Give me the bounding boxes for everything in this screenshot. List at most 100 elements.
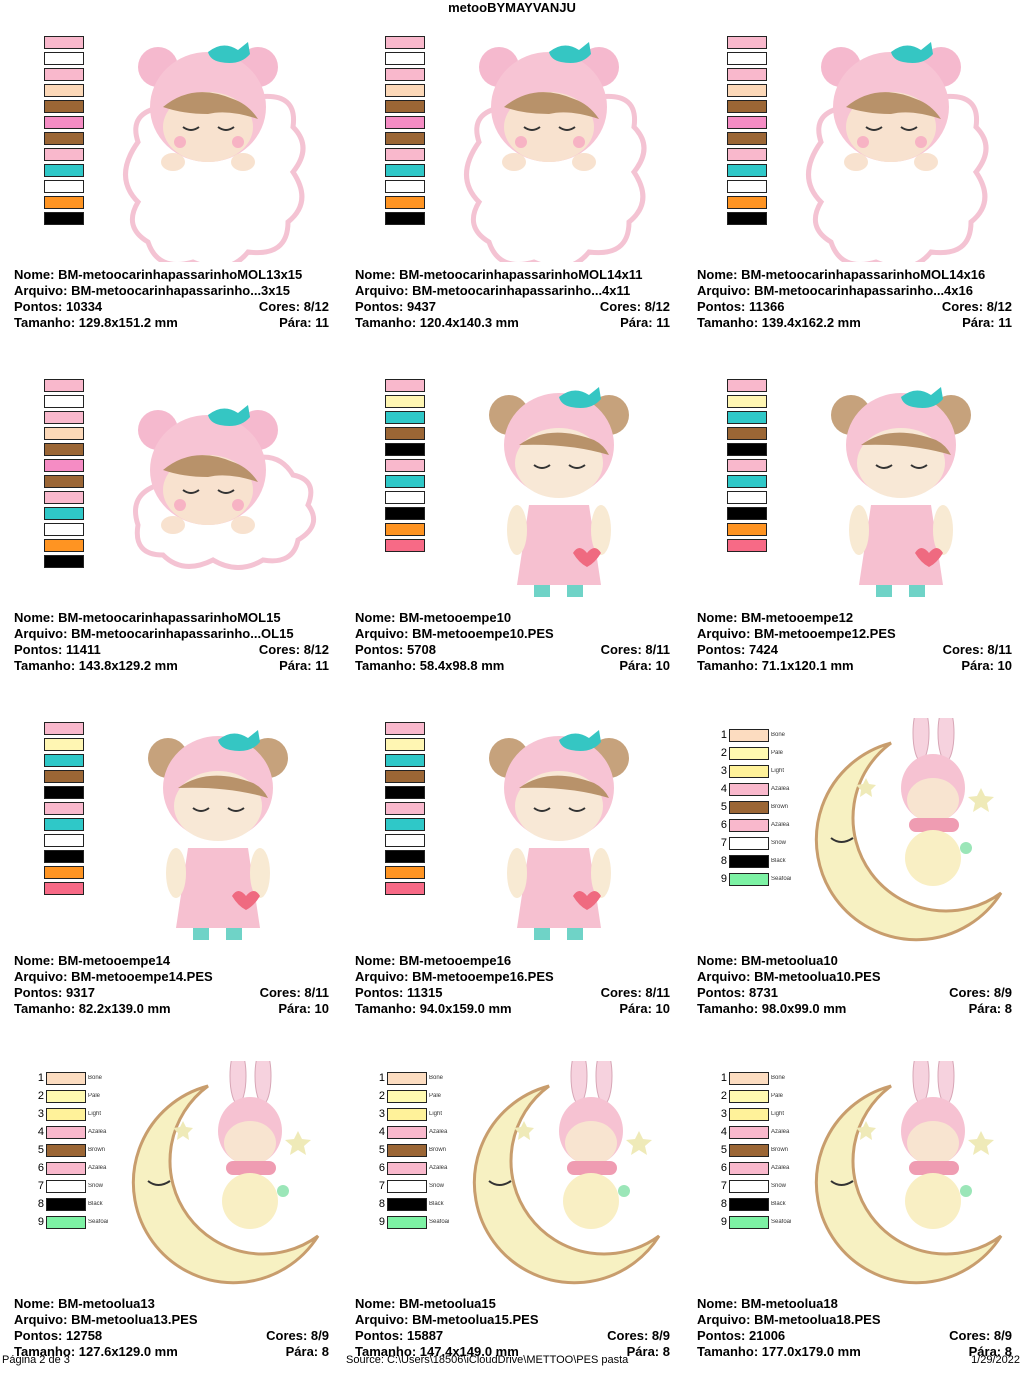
thread-swatch bbox=[387, 1089, 427, 1103]
thread-number: 9 bbox=[378, 1216, 385, 1228]
design-info: Nome: BM-metooempe16 Arquivo: BM-metooem… bbox=[355, 953, 670, 1017]
thread-swatch bbox=[44, 882, 84, 895]
thread-number: 3 bbox=[720, 1108, 727, 1120]
thread-name: Bone bbox=[771, 732, 786, 738]
stitch-count: 7424 bbox=[749, 642, 778, 657]
design-name: BM-metooempe10 bbox=[399, 610, 512, 625]
thread-palette bbox=[44, 722, 104, 898]
thread-swatch bbox=[44, 427, 84, 440]
thread-legend-row: 5 Brown bbox=[30, 1141, 110, 1159]
thread-swatch bbox=[385, 834, 425, 847]
stops-line: Pára: 10 bbox=[278, 1001, 329, 1016]
thread-swatch bbox=[727, 100, 767, 113]
size-line: Tamanho: 71.1x120.1 mm bbox=[697, 658, 854, 673]
thread-legend-row: 2 Pale bbox=[30, 1087, 110, 1105]
thread-swatch bbox=[385, 523, 425, 536]
design-file: BM-metoocarinhapassarinho...OL15 bbox=[71, 626, 294, 641]
design-info: Nome: BM-metoocarinhapassarinhoMOL15 Arq… bbox=[14, 610, 329, 674]
embroidery-preview bbox=[108, 1047, 328, 1291]
thread-number: 7 bbox=[720, 1180, 727, 1192]
file-line: Arquivo: BM-metooempe14.PES bbox=[14, 969, 213, 984]
thread-swatch bbox=[387, 1125, 427, 1139]
thread-number: 8 bbox=[720, 1198, 727, 1210]
thread-legend-row: 4 Azalea bbox=[713, 1123, 793, 1141]
thread-swatch bbox=[385, 411, 425, 424]
thread-swatch bbox=[385, 164, 425, 177]
thread-swatch bbox=[385, 459, 425, 472]
design-card: Nome: BM-metoocarinhapassarinhoMOL14x11 … bbox=[341, 10, 682, 353]
size-line: Tamanho: 127.6x129.0 mm bbox=[14, 1344, 178, 1359]
thread-name: Light bbox=[771, 1111, 785, 1117]
stop-count: 10 bbox=[314, 1001, 329, 1016]
thread-swatch bbox=[729, 1197, 769, 1211]
thread-legend-row: 7 Snow bbox=[713, 834, 793, 852]
thread-legend-row: 2 Pale bbox=[713, 744, 793, 762]
name-line: Nome: BM-metoocarinhapassarinhoMOL13x15 bbox=[14, 267, 303, 282]
thread-number: 5 bbox=[378, 1144, 385, 1156]
thread-legend-row: 2 Pale bbox=[713, 1087, 793, 1105]
thread-name: Pale bbox=[88, 1093, 101, 1099]
thread-number: 5 bbox=[720, 801, 727, 813]
thread-swatch bbox=[385, 196, 425, 209]
thread-name: Snow bbox=[88, 1183, 104, 1189]
design-size: 120.4x140.3 mm bbox=[419, 315, 519, 330]
thread-swatch bbox=[729, 818, 769, 832]
design-card: 1 Bone 2 Pale 3 Light 4 Azalea 5 Brown 6 bbox=[0, 1039, 341, 1382]
thread-swatch bbox=[727, 68, 767, 81]
thread-name: Brown bbox=[771, 804, 789, 810]
stops-line: Pára: 10 bbox=[619, 658, 670, 673]
name-line: Nome: BM-metooempe16 bbox=[355, 953, 512, 968]
colors-line: Cores: 8/9 bbox=[266, 1328, 329, 1343]
file-line: Arquivo: BM-metooempe16.PES bbox=[355, 969, 554, 984]
thread-number: 8 bbox=[378, 1198, 385, 1210]
thread-number: 2 bbox=[378, 1090, 385, 1102]
thread-name: Seafoam bbox=[771, 1219, 791, 1225]
thread-swatch bbox=[44, 180, 84, 193]
stops-line: Pára: 11 bbox=[620, 315, 670, 330]
thread-swatch bbox=[387, 1143, 427, 1157]
thread-name: Snow bbox=[771, 840, 787, 846]
points-line: Pontos: 11315 bbox=[355, 985, 443, 1000]
thread-palette: 1 Bone 2 Pale 3 Light 4 Azalea 5 Brown 6 bbox=[713, 726, 793, 888]
design-size: 147.4x149.0 mm bbox=[419, 1344, 519, 1359]
thread-swatch bbox=[385, 116, 425, 129]
stop-count: 8 bbox=[1004, 1344, 1012, 1359]
thread-legend-row: 3 Light bbox=[371, 1105, 451, 1123]
thread-name: Bone bbox=[771, 1075, 786, 1081]
name-line: Nome: BM-metoocarinhapassarinhoMOL15 bbox=[14, 610, 281, 625]
stitch-count: 9317 bbox=[66, 985, 95, 1000]
thread-name: Bone bbox=[88, 1075, 103, 1081]
thread-legend-row: 3 Light bbox=[713, 762, 793, 780]
design-info: Nome: BM-metoolua18 Arquivo: BM-metoolua… bbox=[697, 1296, 1012, 1360]
thread-swatch bbox=[727, 395, 767, 408]
design-size: 127.6x129.0 mm bbox=[78, 1344, 178, 1359]
thread-swatch bbox=[44, 212, 84, 225]
thread-number: 6 bbox=[37, 1162, 44, 1174]
thread-swatch bbox=[385, 132, 425, 145]
thread-swatch bbox=[46, 1161, 86, 1175]
thread-name: Brown bbox=[771, 1147, 789, 1153]
thread-swatch bbox=[385, 738, 425, 751]
stops-line: Pára: 10 bbox=[619, 1001, 670, 1016]
color-count: 8/9 bbox=[993, 1328, 1012, 1343]
thread-number: 8 bbox=[720, 855, 727, 867]
thread-swatch bbox=[44, 786, 84, 799]
name-line: Nome: BM-metoolua15 bbox=[355, 1296, 496, 1311]
design-file: BM-metoolua10.PES bbox=[754, 969, 881, 984]
name-line: Nome: BM-metooempe10 bbox=[355, 610, 512, 625]
design-size: 98.0x99.0 mm bbox=[761, 1001, 847, 1016]
color-count: 8/12 bbox=[986, 299, 1012, 314]
size-line: Tamanho: 139.4x162.2 mm bbox=[697, 315, 861, 330]
thread-number: 8 bbox=[37, 1198, 44, 1210]
design-card: 1 Bone 2 Pale 3 Light 4 Azalea 5 Brown 6 bbox=[683, 1039, 1024, 1382]
size-line: Tamanho: 94.0x159.0 mm bbox=[355, 1001, 512, 1016]
stop-count: 10 bbox=[655, 1001, 670, 1016]
embroidery-preview bbox=[449, 32, 669, 271]
thread-name: Pale bbox=[429, 1093, 442, 1099]
thread-swatch bbox=[727, 475, 767, 488]
thread-swatch bbox=[44, 443, 84, 456]
thread-swatch bbox=[729, 1161, 769, 1175]
thread-swatch bbox=[385, 379, 425, 392]
thread-name: Azalea bbox=[771, 822, 790, 828]
thread-legend-row: 6 Azalea bbox=[713, 816, 793, 834]
